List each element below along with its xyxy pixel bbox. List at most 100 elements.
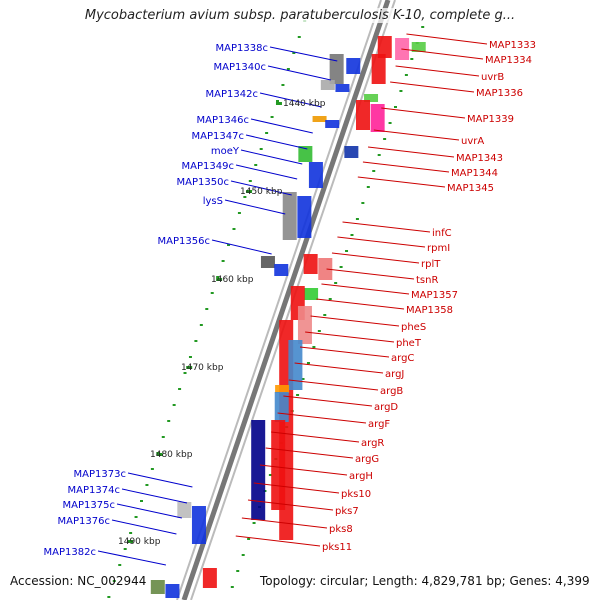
leader-line [321,283,410,295]
gene-label-MAP1349c[interactable]: MAP1349c [182,161,234,172]
gene-label-MAP1376c[interactable]: MAP1376c [58,516,110,527]
gene-label-MAP1334[interactable]: MAP1334 [485,55,532,66]
gene-label-argJ[interactable]: argJ [385,369,404,380]
leader-line [271,431,360,443]
ruler-dot [230,586,234,588]
gene-label-MAP1336[interactable]: MAP1336 [476,88,523,99]
ruler-dot [383,138,387,140]
ruler-dot [345,250,349,252]
ruler-tick [216,278,223,281]
ruler-tick [127,540,134,543]
leader-line [247,499,334,511]
ruler-dot [140,500,143,502]
gene-blocks [150,36,426,598]
gene-label-MAP1342c[interactable]: MAP1342c [206,89,258,100]
leader-line [367,146,455,158]
gene-label-MAP1358[interactable]: MAP1358 [406,305,453,316]
ruler-dot [361,202,365,204]
gene-label-argB[interactable]: argB [380,386,403,397]
ruler-dot [107,596,111,598]
gene-label-uvrA[interactable]: uvrA [461,136,484,147]
gene-label-argH[interactable]: argH [349,471,373,482]
ruler-dot [118,564,122,566]
gene-label-pks10[interactable]: pks10 [341,489,371,500]
ruler-dot [216,276,220,278]
gene-label-MAP1382c[interactable]: MAP1382c [44,547,96,558]
gene-label-MAP1338c[interactable]: MAP1338c [216,43,268,54]
gene-label-pks7[interactable]: pks7 [335,506,359,517]
leader-line [241,517,328,529]
gene-label-MAP1345[interactable]: MAP1345 [447,183,494,194]
gene-block [371,54,386,84]
ruler-dot [221,260,225,262]
ruler-dot [297,36,301,38]
gene-label-MAP1356c[interactable]: MAP1356c [158,236,210,247]
gene-label-pks11[interactable]: pks11 [322,542,352,553]
gene-label-uvrB[interactable]: uvrB [481,72,504,83]
gene-block [356,100,370,130]
gene-label-argF[interactable]: argF [368,419,390,430]
gene-label-argD[interactable]: argD [374,402,398,413]
ruler-dot [276,100,279,102]
leader-line [121,488,188,504]
gene-label-MAP1343[interactable]: MAP1343 [456,153,503,164]
leader-line [127,472,193,488]
gene-label-rplT[interactable]: rplT [421,259,441,270]
gene-label-argC[interactable]: argC [391,353,414,364]
gene-block [312,116,327,122]
ruler-dot [270,116,274,118]
ruler-tick-1470: 1470 kbp [181,363,224,373]
gene-label-pks8[interactable]: pks8 [329,524,353,535]
leader-line [381,107,466,119]
gene-label-rpmI[interactable]: rpmI [427,243,450,254]
ruler-dot [334,282,338,284]
gene-label-MAP1344[interactable]: MAP1344 [451,168,498,179]
ruler-dot [350,234,354,236]
gene-block [177,502,192,518]
leader-line [265,447,354,459]
gene-block [346,58,361,74]
gene-label-MAP1340c[interactable]: MAP1340c [214,62,266,73]
gene-label-MAP1339[interactable]: MAP1339 [467,114,514,125]
gene-label-pheT[interactable]: pheT [396,338,422,349]
leader-line [294,362,384,374]
ruler-dot [306,362,310,364]
gene-label-tsnR[interactable]: tsnR [416,275,438,286]
gene-block [150,580,165,594]
gene-label-MAP1350c[interactable]: MAP1350c [177,177,229,188]
ruler-dot [254,164,258,166]
ruler-dot [339,266,343,268]
gene-label-MAP1375c[interactable]: MAP1375c [63,500,115,511]
gene-label-MAP1373c[interactable]: MAP1373c [74,469,126,480]
gene-block [282,192,297,240]
gene-label-pheS[interactable]: pheS [401,322,426,333]
ruler-dot [172,404,176,406]
ruler-dot [161,436,165,438]
ruler-tick [246,190,253,193]
leader-line [211,239,272,255]
ruler-dot [286,68,290,70]
leader-line [401,48,484,60]
ruler-dot [292,52,296,54]
gene-label-argG[interactable]: argG [355,454,379,465]
ruler-dot [296,394,300,396]
gene-label-MAP1357[interactable]: MAP1357 [411,290,458,301]
ruler-dot [227,244,231,246]
gene-label-MAP1374c[interactable]: MAP1374c [68,485,120,496]
leader-line [235,164,298,180]
gene-label-MAP1346c[interactable]: MAP1346c [197,115,249,126]
ruler-dot [145,484,149,486]
gene-label-moeY[interactable]: moeY [211,146,240,157]
gene-label-lysS[interactable]: lysS [203,196,223,207]
ruler-dot [188,356,192,358]
gene-block [308,162,323,188]
gene-label-MAP1347c[interactable]: MAP1347c [192,131,244,142]
ruler-tick-1460: 1460 kbp [211,275,254,285]
leader-line [390,81,475,93]
leader-line [316,298,405,310]
gene-label-infC[interactable]: infC [432,228,452,239]
leader-line [326,268,415,280]
footer-bar: Accession: NC_002944 Topology: circular;… [0,574,600,592]
gene-label-MAP1333[interactable]: MAP1333 [489,40,536,51]
gene-label-argR[interactable]: argR [361,438,384,449]
